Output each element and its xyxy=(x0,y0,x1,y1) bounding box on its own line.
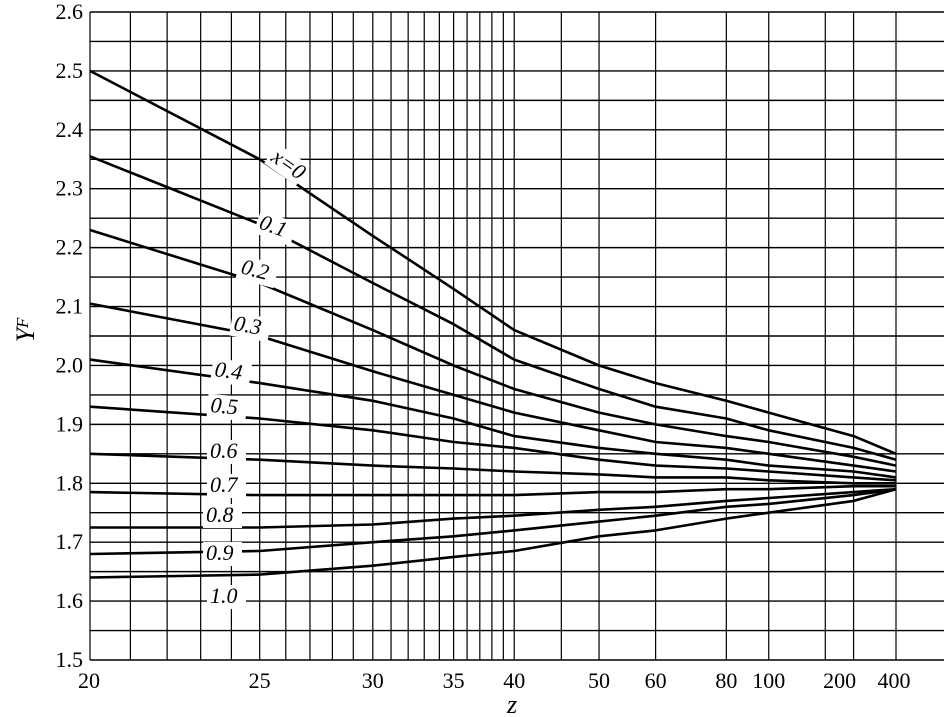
x-tick-label: 40 xyxy=(503,668,525,693)
x-tick-label: 60 xyxy=(645,668,667,693)
x-tick-label: 50 xyxy=(588,668,610,693)
y-tick-label: 2.6 xyxy=(56,0,84,24)
y-tick-label: 2.3 xyxy=(56,176,84,201)
x-tick-label: 25 xyxy=(249,668,271,693)
curve-label: 0.2 xyxy=(235,254,280,289)
x-tick-label: 200 xyxy=(823,668,856,693)
curve-label: 0.9 xyxy=(203,540,242,566)
series-line xyxy=(89,484,896,497)
series-line xyxy=(90,487,897,529)
x-tick-label: 80 xyxy=(715,668,737,693)
curve-label: 0.3 xyxy=(229,310,272,343)
y-tick-label: 2.1 xyxy=(56,294,84,319)
y-tick-label: 1.7 xyxy=(56,529,84,554)
series-line xyxy=(89,358,897,479)
x-tick-label: 20 xyxy=(78,668,100,693)
curve-label: 0.5 xyxy=(206,392,248,422)
curve-label: 0.4 xyxy=(210,356,253,387)
y-tick-label: 1.9 xyxy=(56,411,84,436)
y-tick-label: 2.4 xyxy=(56,117,84,142)
curve-label-text: 0.4 xyxy=(213,356,244,385)
y-axis-label: YF xyxy=(11,317,40,342)
x-tick-label: 30 xyxy=(362,668,384,693)
curve-label: x=0 xyxy=(264,143,311,186)
series-line xyxy=(89,452,896,485)
series-line xyxy=(89,302,897,473)
curve-label-text: 0.7 xyxy=(210,472,239,497)
curve-label: 0.7 xyxy=(207,472,246,498)
series-line xyxy=(89,405,897,482)
x-tick-label: 400 xyxy=(878,668,911,693)
curve-label: 0.6 xyxy=(207,438,246,464)
curve-label-text: 0.5 xyxy=(210,392,240,419)
curve-label: 0.8 xyxy=(203,502,242,528)
series-line xyxy=(89,487,897,579)
y-tick-label: 2.2 xyxy=(56,235,84,260)
x-tick-labels: 20 25 30 35 40 50 60 80 100 200 400 xyxy=(78,668,911,693)
curve-label-text: 0.6 xyxy=(210,438,238,463)
series-line xyxy=(89,155,897,461)
series-line xyxy=(89,69,897,455)
series-line xyxy=(89,228,897,467)
curve-label-text: 0.3 xyxy=(232,310,263,339)
curves xyxy=(89,69,897,579)
curve-label: 1.0 xyxy=(207,583,246,609)
curve-label-text: 0.8 xyxy=(206,502,234,527)
y-tick-label: 1.5 xyxy=(56,647,84,672)
curve-labels: x=00.10.20.30.40.50.60.70.80.91.0 xyxy=(203,143,311,609)
y-tick-label: 1.6 xyxy=(56,588,84,613)
y-tick-label: 1.8 xyxy=(56,470,84,495)
curve-label-text: 0.9 xyxy=(206,540,234,565)
x-axis-label: z xyxy=(506,690,517,717)
x-tick-label: 100 xyxy=(752,668,785,693)
y-tick-label: 2.5 xyxy=(56,58,84,83)
x-tick-label: 35 xyxy=(443,668,465,693)
curve-label-text: 1.0 xyxy=(210,583,238,608)
y-tick-label: 2.0 xyxy=(56,352,84,377)
series-line xyxy=(89,487,897,556)
curve-label-text: x=0 xyxy=(266,143,310,184)
y-tick-labels: 1.5 1.6 1.7 1.8 1.9 2.0 2.1 2.2 2.3 2.4 2.5 2.6 xyxy=(56,0,84,672)
